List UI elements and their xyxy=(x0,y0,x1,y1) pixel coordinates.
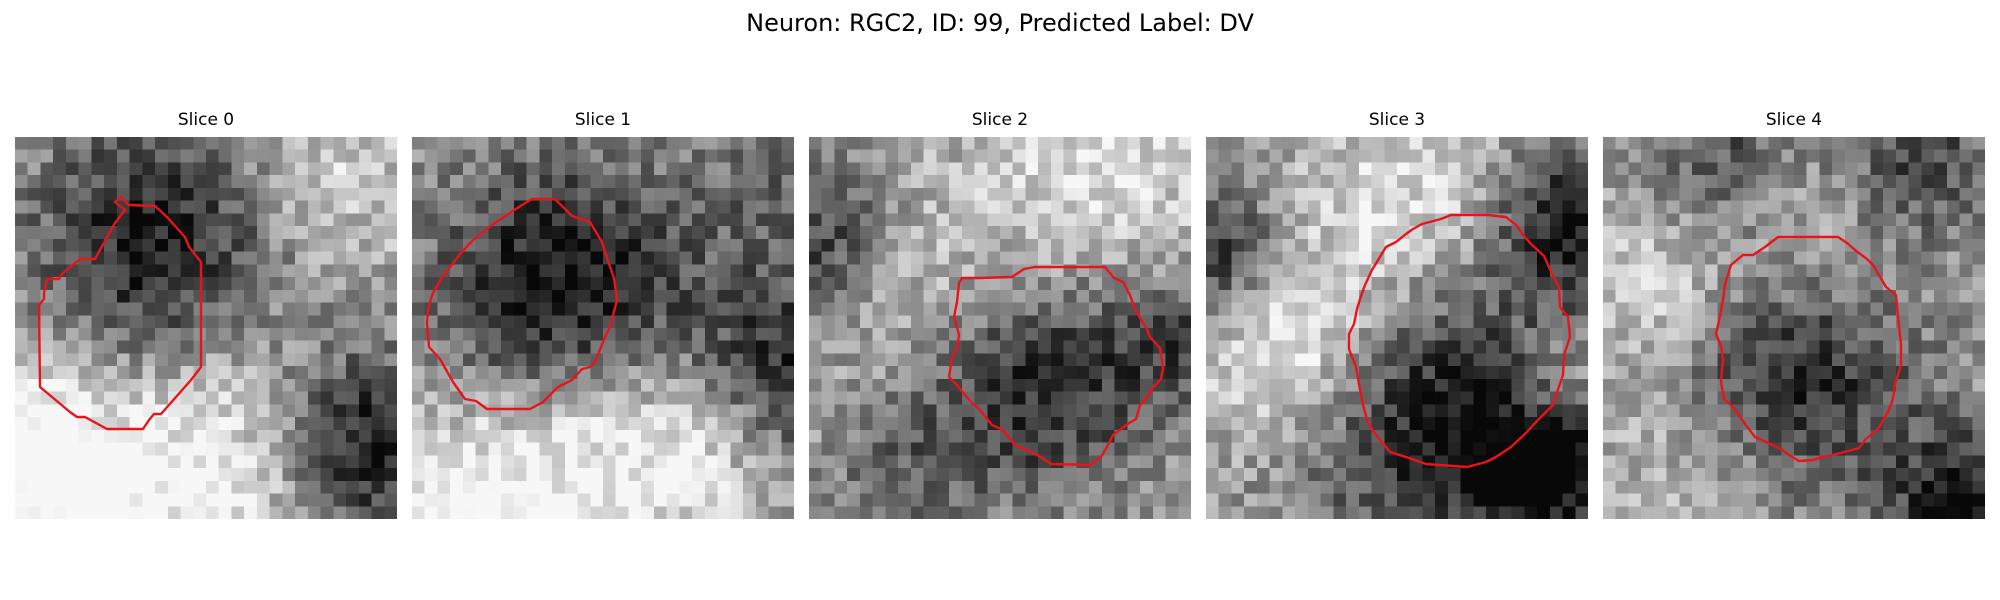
slice-image xyxy=(15,137,397,519)
slice-title: Slice 3 xyxy=(1368,110,1426,130)
slice-image xyxy=(1206,137,1588,519)
slice-panel-0: Slice 0 xyxy=(15,108,397,519)
micrograph-pixels xyxy=(809,137,1191,519)
micrograph-pixels xyxy=(1206,137,1588,519)
slice-panel-2: Slice 2 xyxy=(809,108,1191,519)
slice-title: Slice 4 xyxy=(1765,110,1823,130)
slice-image xyxy=(412,137,794,519)
cell-contour xyxy=(1347,213,1572,469)
cell-contour xyxy=(1714,235,1903,463)
slice-image xyxy=(1603,137,1985,519)
slice-panel-3: Slice 3 xyxy=(1206,108,1588,519)
slice-image xyxy=(809,137,1191,519)
cell-contour xyxy=(37,195,203,431)
slice-panel-1: Slice 1 xyxy=(412,108,794,519)
micrograph-pixels xyxy=(15,137,397,519)
cell-contour xyxy=(425,197,619,411)
micrograph-pixels xyxy=(1603,137,1985,519)
micrograph-pixels xyxy=(412,137,794,519)
cell-contour xyxy=(947,265,1165,467)
slice-panel-4: Slice 4 xyxy=(1603,108,1985,519)
figure-title: Neuron: RGC2, ID: 99, Predicted Label: D… xyxy=(746,9,1254,37)
slice-title: Slice 2 xyxy=(971,110,1029,130)
slice-title: Slice 0 xyxy=(177,110,235,130)
slice-title: Slice 1 xyxy=(574,110,632,130)
